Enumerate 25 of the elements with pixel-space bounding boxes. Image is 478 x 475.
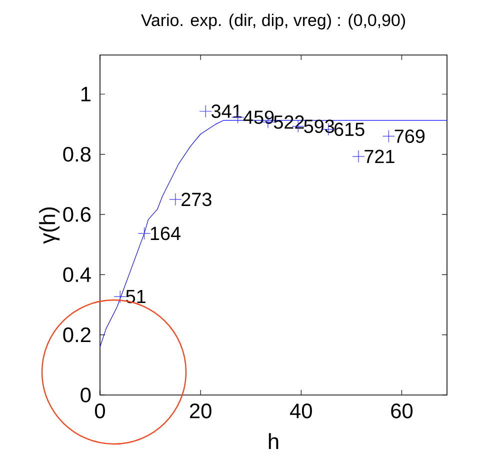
y-tick-label: 0.2 (63, 327, 90, 342)
point (114, 290, 126, 303)
y-tick-label: 1 (81, 86, 90, 102)
chart-title: Vario. exp. (dir, dip, vreg) : (0,0,90) (141, 14, 405, 30)
x-axis-title: h (268, 433, 278, 450)
annotation: 164 (150, 226, 180, 240)
point (199, 104, 212, 118)
y-axis-title: γ(h) (39, 207, 60, 244)
y-tick-label: 0.6 (63, 207, 91, 222)
x-tick-label: 40 (290, 404, 312, 418)
annotation: 51 (126, 290, 146, 304)
x-tick-label: 60 (391, 404, 413, 418)
point (138, 227, 151, 240)
point (352, 150, 365, 163)
annotation: 769 (394, 130, 425, 143)
y-tick-label: 0 (80, 388, 91, 402)
annotation: 721 (364, 150, 394, 164)
x-tick-label: 20 (190, 404, 212, 418)
annotation: 273 (182, 192, 212, 206)
y-tick-label: 0.8 (63, 146, 91, 162)
y-tick-label: 0.4 (63, 267, 91, 282)
point (169, 193, 182, 206)
annotation: 615 (334, 122, 364, 136)
point (382, 130, 395, 143)
x-tick-label: 0 (94, 404, 105, 418)
